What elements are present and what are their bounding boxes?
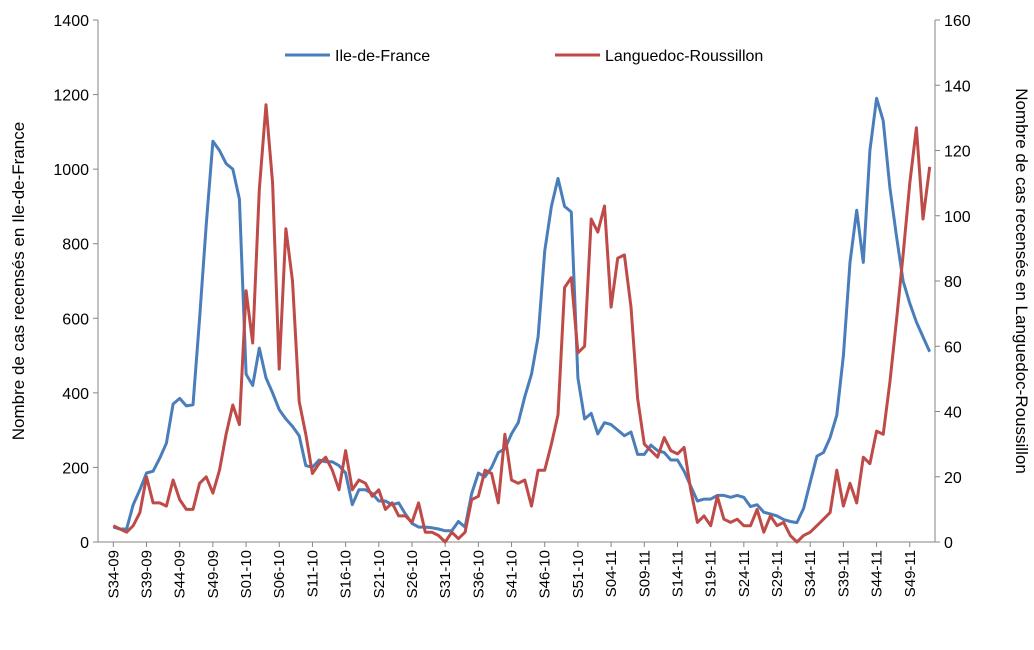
y-tick-label: 400 (62, 386, 89, 403)
y-tick-label: 600 (62, 311, 89, 328)
x-tick-label: S34-11 (802, 550, 819, 597)
y-tick-label: 1400 (53, 13, 89, 30)
y2-tick-label: 40 (944, 405, 962, 422)
x-tick-label: S01-10 (238, 550, 255, 598)
x-tick-label: S21-10 (371, 550, 388, 598)
x-tick-label: S06-10 (271, 550, 288, 598)
x-tick-label: S34-09 (105, 550, 122, 598)
y-tick-label: 0 (80, 535, 89, 552)
x-tick-label: S39-11 (835, 550, 852, 597)
x-tick-label: S39-09 (139, 550, 156, 598)
x-tick-label: S26-10 (404, 550, 421, 598)
y2-tick-label: 120 (944, 144, 971, 161)
x-tick-label: S49-11 (902, 550, 919, 597)
x-tick-label: S44-11 (869, 550, 886, 597)
x-tick-label: S49-09 (205, 550, 222, 598)
x-tick-label: S44-09 (172, 550, 189, 598)
x-tick-label: S09-11 (636, 550, 653, 597)
x-tick-label: S04-11 (603, 550, 620, 597)
y-tick-label: 1000 (53, 162, 89, 179)
x-tick-label: S51-10 (570, 550, 587, 598)
y2-tick-label: 140 (944, 78, 971, 95)
series-line (112, 103, 932, 544)
legend-label: Languedoc-Roussillon (605, 48, 763, 65)
x-tick-label: S36-10 (470, 550, 487, 598)
y-tick-label: 200 (62, 460, 89, 477)
x-tick-label: S41-10 (504, 550, 521, 598)
y-axis-title: Nombre de cas recensés en Ile-de-France (9, 122, 28, 440)
y2-tick-label: 160 (944, 13, 971, 30)
x-tick-label: S46-10 (537, 550, 554, 598)
y-tick-label: 800 (62, 237, 89, 254)
x-tick-label: S19-11 (703, 550, 720, 597)
y2-tick-label: 100 (944, 209, 971, 226)
y-tick-label: 1200 (53, 88, 89, 105)
legend-label: Ile-de-France (335, 48, 430, 65)
x-tick-label: S24-11 (736, 550, 753, 597)
x-tick-label: S31-10 (437, 550, 454, 598)
y2-axis-title: Nombre de cas recensés en Languedoc-Rous… (1012, 88, 1031, 474)
x-tick-label: S11-10 (304, 550, 321, 597)
x-tick-label: S29-11 (769, 550, 786, 597)
y2-tick-label: 80 (944, 274, 962, 291)
y2-tick-label: 0 (944, 535, 953, 552)
x-tick-label: S14-11 (669, 550, 686, 597)
y2-tick-label: 20 (944, 470, 962, 487)
x-tick-label: S16-10 (338, 550, 355, 598)
series-line (112, 96, 932, 533)
y2-tick-label: 60 (944, 339, 962, 356)
